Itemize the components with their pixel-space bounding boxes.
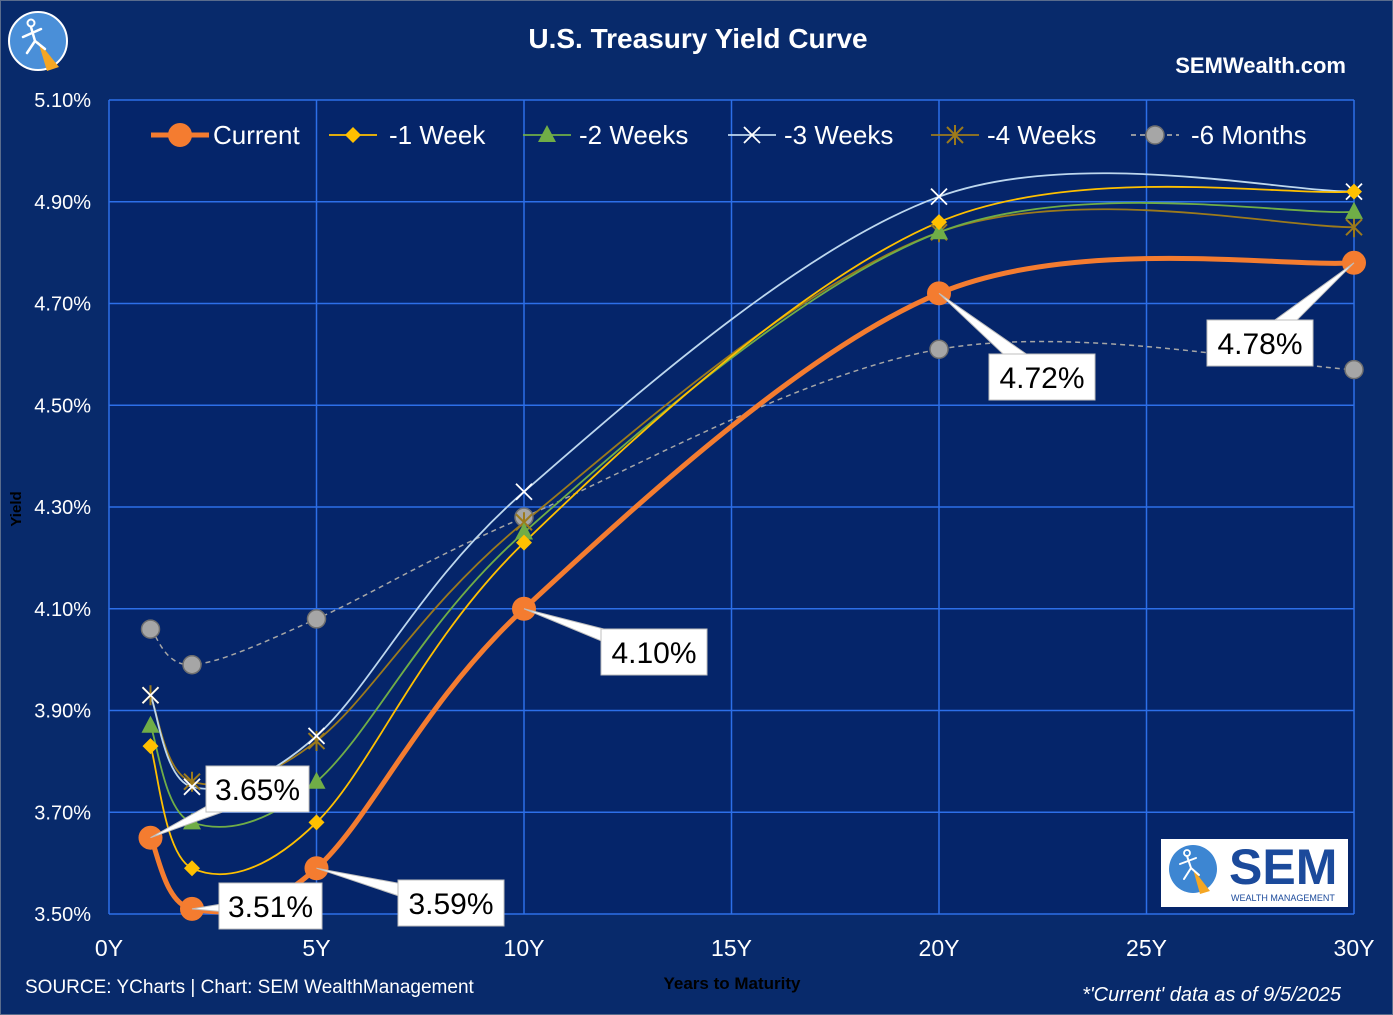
data-point [1346, 183, 1362, 200]
runner-compass-icon [1169, 845, 1217, 894]
legend-item-2: -2 Weeks [523, 120, 688, 150]
x-axis-title: Years to Maturity [664, 974, 802, 993]
legend-marker [1145, 125, 1165, 145]
legend-label: Current [213, 120, 300, 150]
website-label: SEMWealth.com [1175, 53, 1346, 78]
legend-marker [538, 125, 556, 142]
chart-title: U.S. Treasury Yield Curve [528, 23, 867, 54]
data-point [930, 188, 948, 206]
callout-label: 4.78% [1206, 262, 1355, 367]
y-tick-label: 4.50% [34, 395, 91, 417]
legend-label: -1 Week [389, 120, 486, 150]
callout-box [600, 628, 708, 676]
series-line-5 [149, 340, 1355, 666]
legend-label: -3 Weeks [784, 120, 893, 150]
callout-label: 3.65% [150, 765, 310, 839]
legend-item-4: -4 Weeks [931, 120, 1096, 150]
y-tick-label: 4.30% [34, 497, 91, 519]
x-tick-label: 10Y [504, 935, 545, 961]
data-point [183, 778, 201, 796]
callout-value: 4.72% [999, 362, 1084, 395]
legend-label: -2 Weeks [579, 120, 688, 150]
callout-box [1206, 319, 1314, 367]
data-point [931, 214, 947, 231]
callout-box [988, 353, 1096, 401]
callout-value: 3.51% [228, 891, 313, 924]
y-tick-label: 4.90% [34, 192, 91, 214]
data-point [307, 727, 326, 745]
x-tick-label: 5Y [302, 935, 330, 961]
data-point [306, 609, 327, 629]
legend-item-0: Current [151, 120, 300, 150]
callout-label: 4.72% [938, 292, 1096, 401]
x-tick-label: 0Y [95, 935, 123, 961]
x-tick-label: 25Y [1126, 935, 1167, 961]
as-of-note: *'Current' data as of 9/5/2025 [1082, 984, 1342, 1006]
runner-compass-icon [8, 11, 68, 71]
y-tick-label: 5.10% [34, 90, 91, 112]
sem-logo: SEM WEALTH MANAGEMENT [1161, 839, 1348, 907]
data-point [308, 814, 325, 831]
callout-label: 3.59% [316, 867, 505, 927]
callout-value: 3.59% [408, 888, 493, 921]
logo-text: SEM [1229, 839, 1337, 895]
legend-marker [345, 127, 361, 143]
callout-label: 3.51% [191, 882, 323, 930]
data-point [141, 715, 160, 733]
legend-item-1: -1 Week [329, 120, 486, 150]
y-tick-label: 3.90% [34, 701, 91, 723]
data-point [184, 860, 200, 877]
data-point [307, 771, 326, 789]
legend-item-5: -6 Months [1131, 120, 1307, 150]
data-point [1345, 201, 1363, 219]
legend-marker [168, 123, 192, 147]
data-point [929, 339, 949, 360]
callout-value: 4.10% [611, 637, 696, 670]
callout-value: 4.78% [1217, 328, 1302, 361]
data-point [515, 483, 533, 501]
y-tick-label: 3.50% [34, 904, 91, 926]
data-point [930, 222, 948, 240]
data-point [142, 738, 159, 755]
data-point [183, 771, 201, 792]
y-tick-label: 4.10% [34, 599, 91, 621]
y-axis-title: Yield [8, 491, 25, 526]
data-point [182, 654, 202, 675]
callout-value: 3.65% [215, 774, 300, 807]
callout-label: 4.10% [523, 608, 708, 676]
y-tick-label: 4.70% [34, 294, 91, 316]
y-tick-label: 3.70% [34, 802, 91, 824]
legend-marker [946, 125, 964, 145]
logo-subtext: WEALTH MANAGEMENT [1231, 893, 1335, 903]
data-point [515, 522, 533, 540]
x-tick-label: 30Y [1334, 935, 1375, 961]
data-point [1345, 217, 1363, 238]
callout-box [205, 765, 310, 813]
data-point [516, 534, 532, 551]
data-point [140, 619, 161, 639]
legend-item-3: -3 Weeks [728, 120, 893, 150]
callout-box [397, 879, 505, 927]
legend-label: -4 Weeks [987, 120, 1096, 150]
data-point [141, 686, 160, 704]
x-tick-label: 20Y [919, 935, 960, 961]
callout-box [218, 882, 323, 930]
data-point [307, 731, 326, 752]
legend-marker [743, 126, 761, 144]
x-tick-label: 15Y [711, 935, 752, 961]
source-note: SOURCE: YCharts | Chart: SEM WealthManag… [25, 977, 475, 998]
data-point [1344, 359, 1364, 380]
legend-label: -6 Months [1191, 120, 1307, 150]
